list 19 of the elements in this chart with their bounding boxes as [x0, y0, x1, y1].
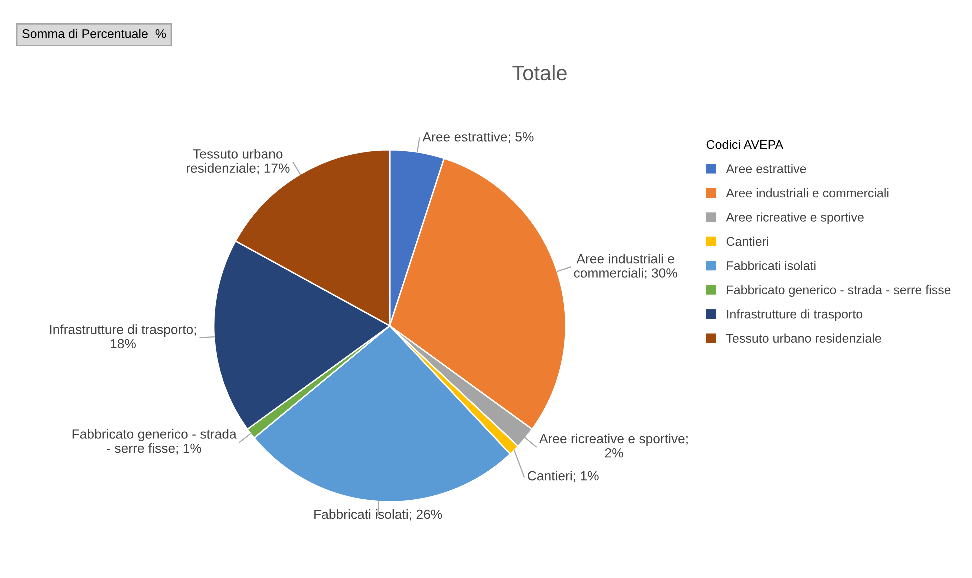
- data-label: Tessuto urbano residenziale; 17%: [186, 149, 290, 175]
- chart-title: Totale: [512, 65, 567, 81]
- legend-label: Fabbricato generico - strada - serre fisse: [727, 285, 951, 298]
- legend-label: Aree ricreative e sportive: [726, 212, 864, 224]
- legend-title: Codici AVEPA: [706, 140, 784, 150]
- data-label: Aree ricreative e sportive; 2%: [539, 434, 688, 458]
- legend-label: Tessuto urbano residenziale: [726, 334, 882, 343]
- legend-label: Fabbricati isolati: [727, 261, 816, 270]
- data-label: Fabbricati isolati; 26%: [314, 510, 442, 521]
- legend-label: Cantieri: [726, 236, 768, 246]
- text: Somma di Percentuale %: [22, 29, 166, 38]
- legend-label: Aree estrattive: [726, 164, 806, 174]
- legend-label: Aree industriali e commerciali: [726, 188, 889, 198]
- data-label: Aree estrattive; 5%: [422, 132, 534, 144]
- data-label: Cantieri; 1%: [528, 471, 599, 482]
- legend-label: Infrastrutture di trasporto: [727, 310, 863, 322]
- data-label: Aree industriali e commerciali; 30%: [574, 254, 678, 280]
- data-label: Fabbricato generico - strada - serre fisse; 1%: [72, 429, 237, 455]
- data-label: Infrastrutture di trasporto; 18%: [50, 324, 196, 349]
